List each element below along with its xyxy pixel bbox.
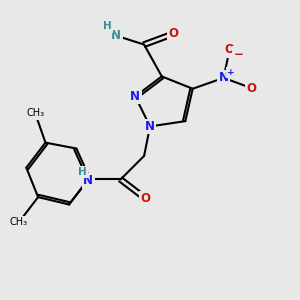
Text: N: N: [130, 90, 140, 103]
Text: H: H: [78, 167, 87, 177]
Text: O: O: [141, 192, 151, 205]
Text: O: O: [169, 27, 178, 40]
Text: N: N: [219, 71, 229, 84]
Text: −: −: [233, 48, 243, 61]
Text: CH₃: CH₃: [10, 217, 28, 227]
Text: N: N: [145, 120, 155, 133]
Text: O: O: [224, 44, 235, 56]
Text: CH₃: CH₃: [26, 108, 44, 118]
Text: N: N: [111, 29, 121, 42]
Text: O: O: [247, 82, 256, 95]
Text: H: H: [103, 21, 112, 31]
Text: +: +: [227, 68, 235, 77]
Text: N: N: [83, 174, 93, 188]
